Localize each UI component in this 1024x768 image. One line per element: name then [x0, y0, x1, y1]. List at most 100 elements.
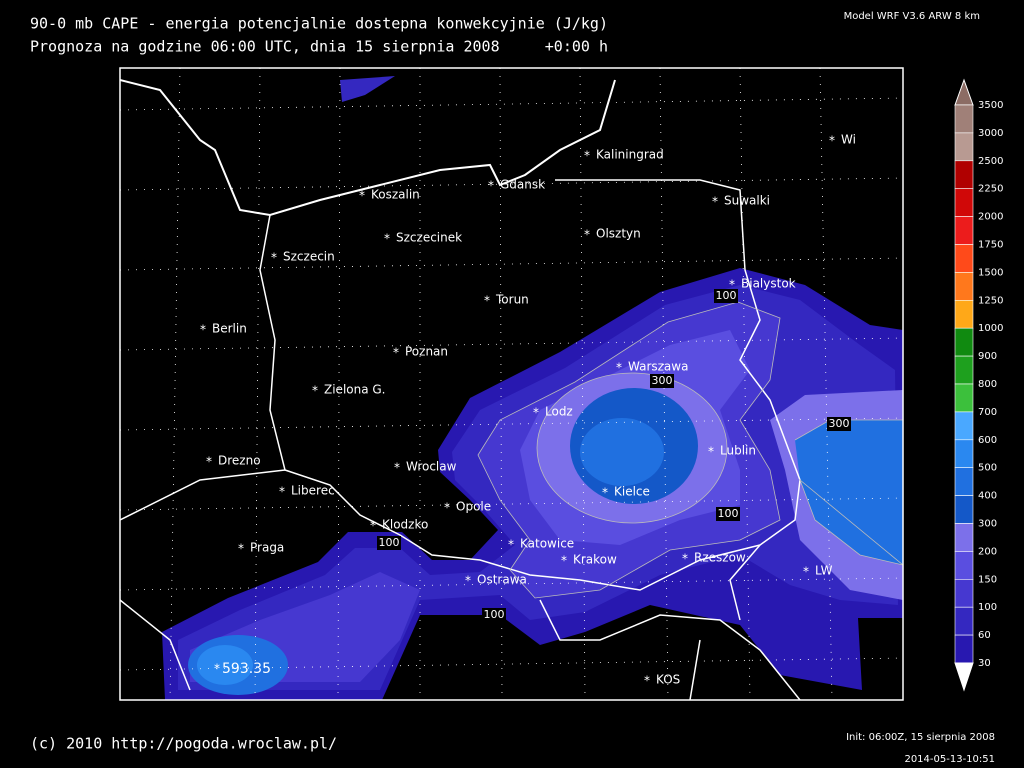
colorbar-label: 700: [978, 407, 997, 418]
contour-labels: 100 300 300 100 100 100: [377, 289, 851, 622]
city-label: Liberec: [291, 484, 335, 498]
city-label: Wi: [841, 133, 856, 147]
colorbar-label: 2000: [978, 212, 1003, 223]
contour-label-bg: [482, 608, 506, 622]
city-label: Lodz: [545, 405, 573, 419]
colorbar-label: 1500: [978, 267, 1003, 278]
model-label: Model WRF V3.6 ARW 8 km: [844, 11, 980, 22]
map-frame: [119, 67, 904, 701]
city-label: Gdansk: [500, 178, 545, 192]
city-label: Opole: [456, 500, 491, 514]
colorbar-label: 300: [978, 519, 997, 530]
city-label: Wroclaw: [406, 460, 457, 474]
city-label: Lublin: [720, 444, 756, 458]
colorbar-label: 3000: [978, 128, 1003, 139]
city-label: Rzeszow: [694, 551, 746, 565]
contour-label-bg: [827, 417, 851, 431]
colorbar-label: 3500: [978, 100, 1003, 111]
city-label: Koszalin: [371, 188, 420, 202]
colorbar-swatch: [954, 606, 974, 636]
city-label: KOS: [656, 673, 680, 687]
colorbar-swatch: [954, 439, 974, 468]
city-marker: *: [712, 195, 718, 209]
contour-label: 100: [379, 536, 400, 549]
colorbar-label: 2250: [978, 184, 1003, 195]
city-label: Kaliningrad: [596, 148, 664, 162]
colorbar-swatch: [954, 355, 974, 385]
contours: [477, 301, 903, 599]
colorbar-swatch: [954, 634, 974, 664]
colorbar-swatch: [954, 160, 974, 190]
contour-label-bg: [714, 289, 738, 303]
colorbar-label: 30: [978, 658, 991, 669]
city-marker: *: [616, 361, 622, 375]
map-area: [119, 67, 904, 701]
city-marker: *: [394, 461, 400, 475]
colorbar-swatch: [954, 188, 974, 217]
contour-label: 100: [718, 507, 739, 520]
city-marker: *: [829, 134, 835, 148]
coastline: [120, 79, 616, 217]
colorbar-swatch: [954, 104, 974, 134]
colorbar-swatch: [954, 523, 974, 552]
city-marker: *: [206, 455, 212, 469]
city-label: Katowice: [520, 537, 574, 551]
city-marker: *: [561, 554, 567, 568]
city-label: Suwalki: [724, 194, 770, 208]
city-marker: *: [584, 149, 590, 163]
colorbar-label: 200: [978, 546, 997, 557]
colorbar-swatch: [954, 216, 974, 245]
copyright: (c) 2010 http://pogoda.wroclaw.pl/: [30, 735, 337, 753]
colorbar-label: 800: [978, 379, 997, 390]
cape-north: [340, 76, 395, 102]
borders: [120, 179, 801, 700]
city-marker: *: [533, 406, 539, 420]
city-marker: *: [508, 538, 514, 552]
contour-label: 100: [484, 608, 505, 621]
colorbar-label: 2500: [978, 156, 1003, 167]
title: 90-0 mb CAPE - energia potencjalnie dost…: [30, 15, 608, 33]
city-marker: *: [602, 486, 608, 500]
colorbar-swatch: [954, 551, 974, 580]
init-label: Init: 06:00Z, 15 sierpnia 2008: [846, 732, 995, 743]
contour-label: 300: [652, 374, 673, 387]
city-marker: *: [271, 251, 277, 265]
colorbar-swatch: [954, 272, 974, 301]
colorbar-label: 900: [978, 351, 997, 362]
colorbar-label: 60: [978, 630, 991, 641]
city-label: Berlin: [212, 322, 247, 336]
city-marker: *: [444, 501, 450, 515]
city-label: Szczecinek: [396, 231, 462, 245]
city-marker: *: [729, 278, 735, 292]
city-label: Olsztyn: [596, 227, 641, 241]
colorbar-swatch: [954, 383, 974, 413]
colorbar: 3500 3000 2500 2250 2000 1750 1500 1250 1000 900 8…: [954, 78, 1003, 692]
city-marker: *: [359, 189, 365, 203]
contour-label: 300: [829, 417, 850, 430]
contour-label-bg: [716, 507, 740, 521]
colorbar-swatch: [954, 327, 974, 357]
city-marker: *: [312, 384, 318, 398]
city-label: Szczecin: [283, 250, 335, 264]
city-label: Ostrawa: [477, 573, 527, 587]
city-label: Torun: [495, 293, 529, 307]
cape-sw-400: [197, 645, 253, 685]
colorbar-label: 600: [978, 435, 997, 446]
contour-label: 100: [716, 289, 737, 302]
colorbar-label: 400: [978, 491, 997, 502]
city-label: LW: [815, 564, 833, 578]
colorbar-label: 1750: [978, 240, 1003, 251]
cape-400: [580, 418, 664, 486]
city-label: Praga: [250, 541, 284, 555]
colorbar-triangle: [954, 662, 974, 692]
colorbar-swatch: [954, 411, 974, 441]
fields: [120, 68, 903, 700]
city-marker: *: [584, 228, 590, 242]
colorbar-swatch: [954, 132, 974, 162]
contour-label-bg: [650, 374, 674, 388]
city-marker: *: [279, 485, 285, 499]
city-label: Drezno: [218, 454, 261, 468]
contour-label-bg: [377, 536, 401, 550]
city-label: Klodzko: [382, 518, 428, 532]
